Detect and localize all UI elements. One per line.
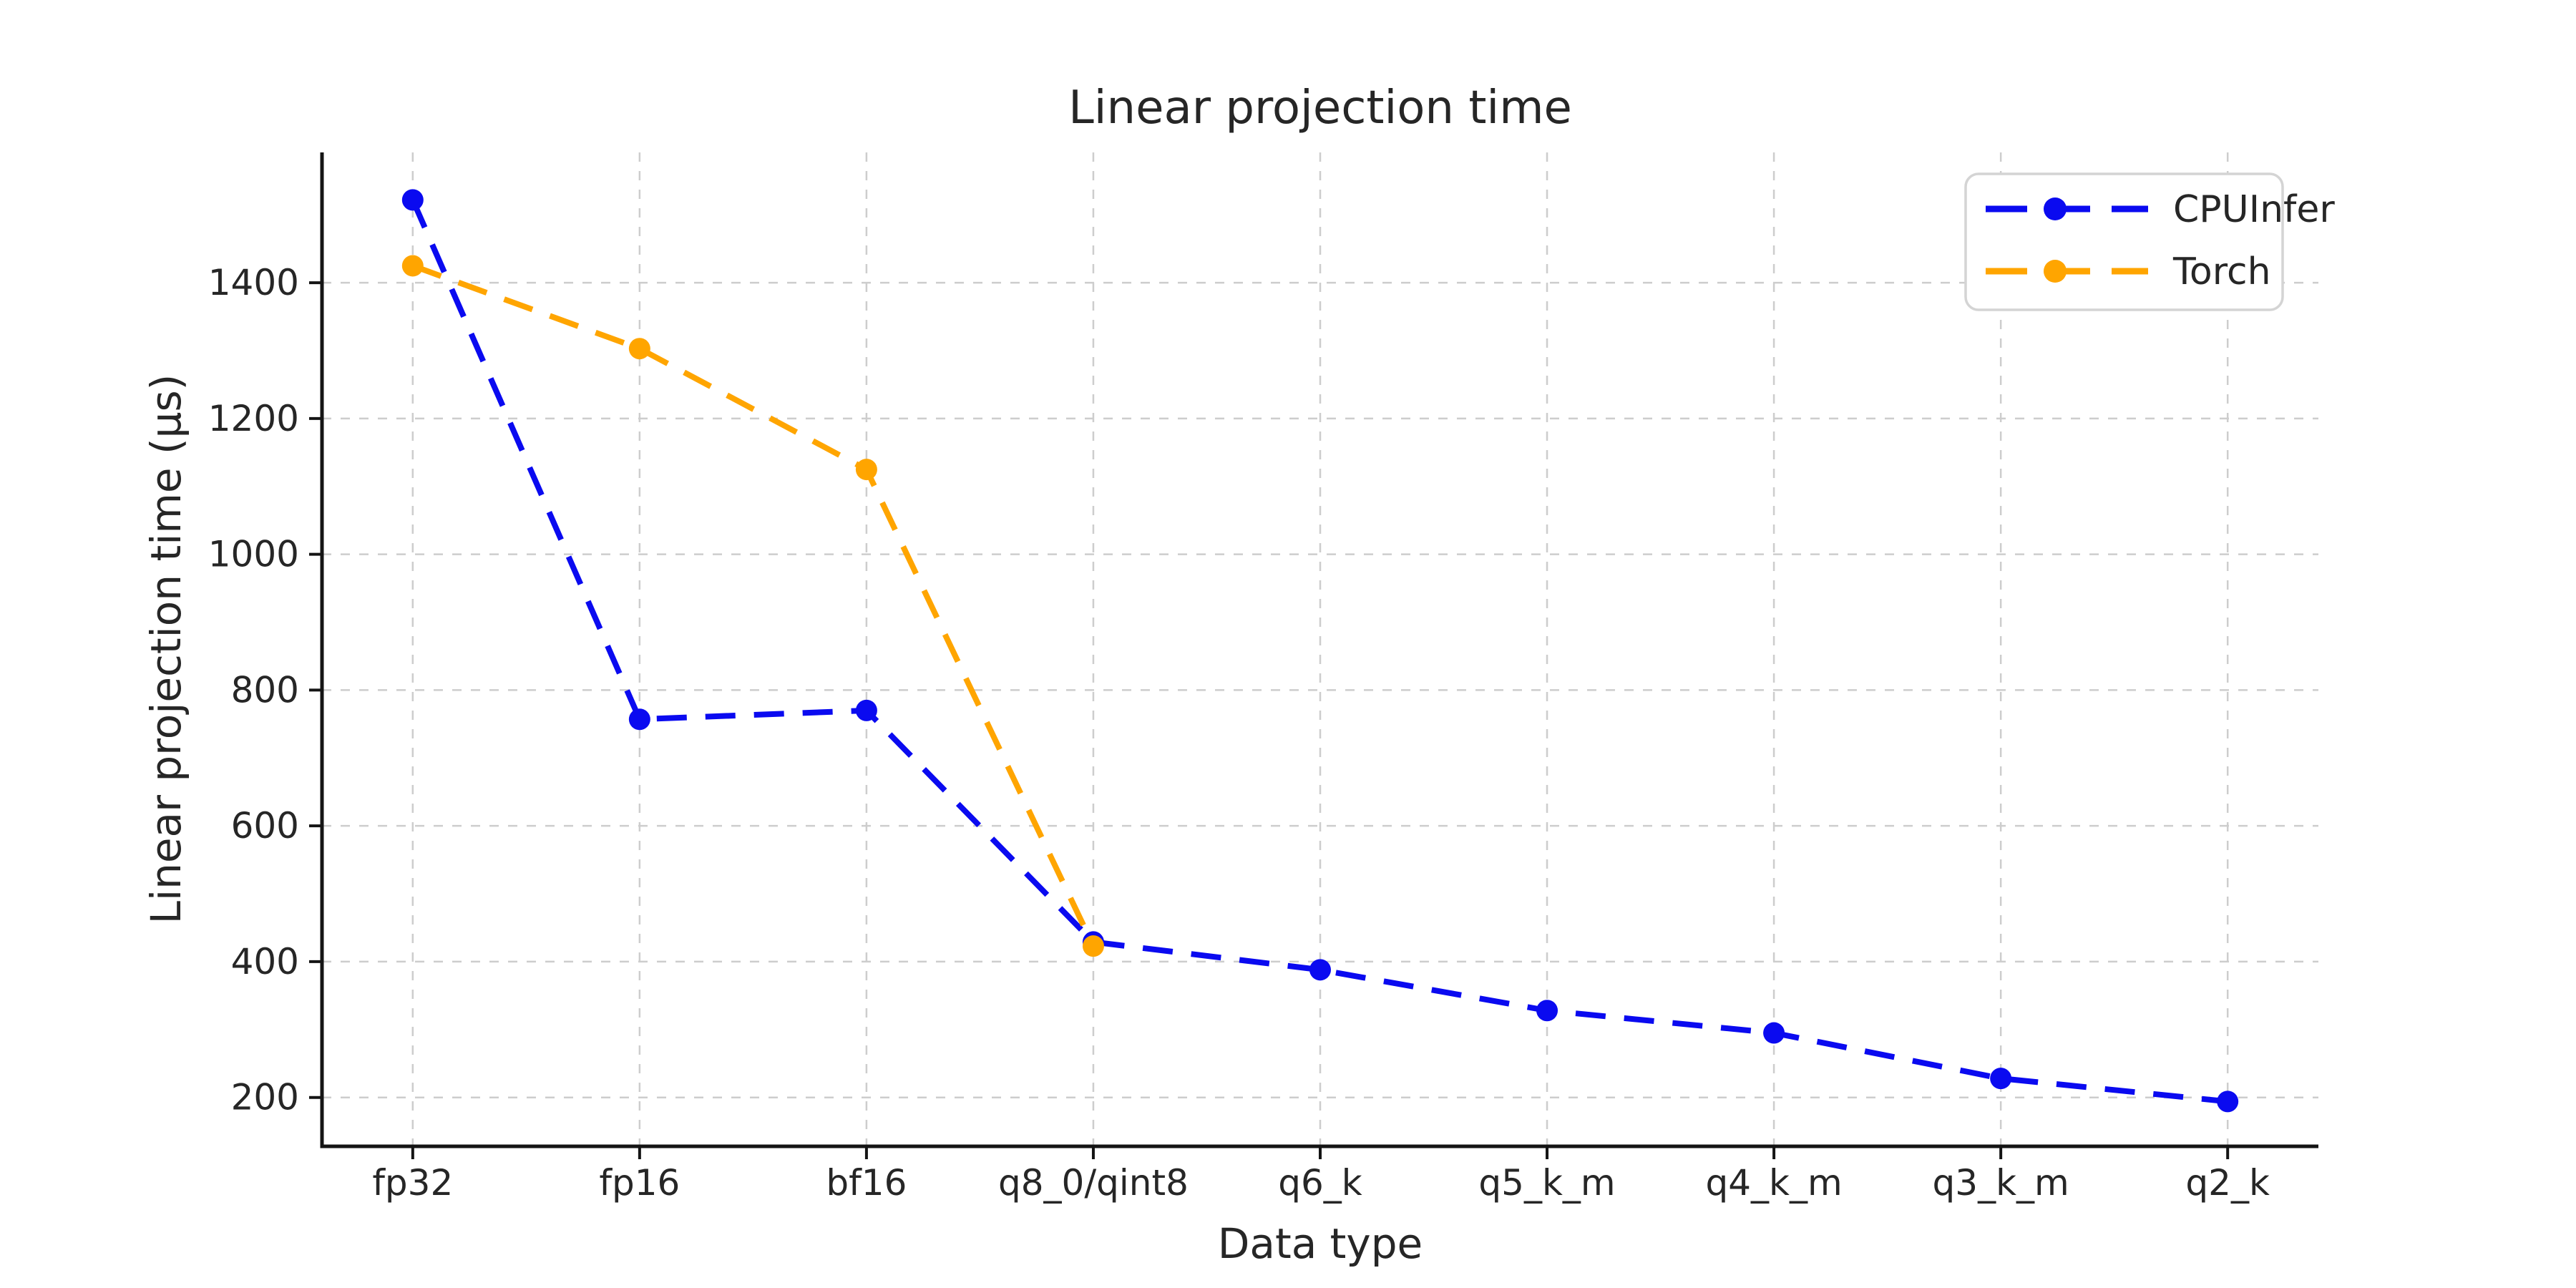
series-line	[411, 263, 1096, 947]
x-tick-label: q4_k_m	[1705, 1162, 1842, 1204]
x-tick-label: q6_k	[1278, 1162, 1362, 1204]
y-tick-label: 800	[231, 669, 299, 711]
y-tick-label: 600	[231, 805, 299, 847]
series-torch	[401, 255, 1104, 957]
x-axis-label: Data type	[1218, 1219, 1423, 1268]
legend-entry-cpuinfer: CPUInfer	[1986, 188, 2335, 231]
series-lines	[401, 189, 2239, 1113]
data-point-marker	[628, 338, 650, 360]
data-point-marker	[401, 255, 424, 277]
y-axis-label: Linear projection time (μs)	[142, 374, 190, 924]
data-point-marker	[1990, 1068, 2012, 1090]
tick-labels: 200 400 600 800 1000 1200 1400 fp32 fp16 bf16 q8_0…	[208, 262, 2270, 1204]
x-tick-label: q2_k	[2185, 1162, 2270, 1204]
data-point-marker	[1309, 959, 1331, 981]
series-line	[410, 198, 2228, 1105]
y-tick-label: 1200	[208, 398, 299, 439]
legend-label: CPUInfer	[2173, 188, 2335, 231]
legend-label: Torch	[2172, 250, 2271, 293]
data-point-marker	[1082, 935, 1104, 957]
data-point-marker	[628, 708, 650, 731]
data-point-marker	[855, 699, 877, 721]
legend: CPUInfer Torch	[1964, 172, 2335, 311]
chart-title: Linear projection time	[1068, 82, 1572, 135]
x-tick-label: bf16	[826, 1162, 907, 1204]
legend-marker	[2044, 260, 2067, 283]
y-tick-label: 1000	[208, 534, 299, 575]
y-tick-label: 1400	[208, 262, 299, 303]
y-tick-label: 200	[231, 1077, 299, 1118]
axes-spines	[309, 152, 2318, 1159]
legend-entry-torch: Torch	[1986, 250, 2271, 293]
x-tick-label: q3_k_m	[1933, 1162, 2069, 1204]
data-point-marker	[855, 459, 877, 481]
y-tick-label: 400	[231, 941, 299, 982]
data-point-marker	[1536, 1000, 1558, 1022]
x-tick-label: fp32	[372, 1162, 453, 1204]
legend-marker	[2044, 197, 2067, 220]
data-point-marker	[1763, 1022, 1785, 1044]
x-tick-label: q5_k_m	[1478, 1162, 1615, 1204]
x-tick-label: fp16	[599, 1162, 680, 1204]
data-point-marker	[2217, 1091, 2239, 1113]
x-tick-label: q8_0/qint8	[998, 1162, 1189, 1204]
data-point-marker	[401, 189, 424, 211]
